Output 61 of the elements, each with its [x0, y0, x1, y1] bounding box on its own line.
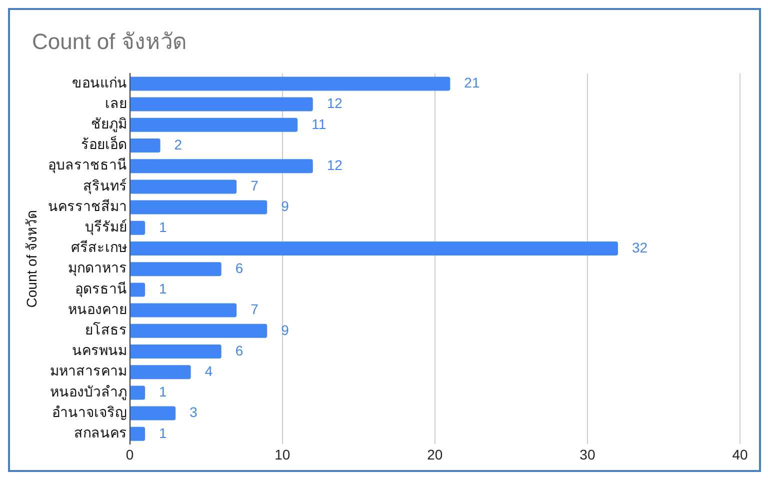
data-label: 1 — [159, 280, 168, 297]
bar — [130, 303, 237, 318]
bar — [130, 406, 176, 420]
x-tick-label: 10 — [274, 446, 290, 462]
bar — [130, 76, 450, 91]
data-label: 11 — [312, 116, 326, 132]
x-tick-label: 20 — [427, 446, 443, 462]
x-tick-label: 40 — [732, 446, 748, 462]
bar — [130, 386, 146, 400]
data-label: 1 — [159, 218, 168, 235]
bar — [130, 241, 618, 256]
y-tick-label: ยโสธร — [84, 322, 127, 339]
x-tick-label: 0 — [126, 446, 134, 462]
y-tick-label: นครพนม — [72, 343, 127, 360]
x-tick-label: 30 — [580, 446, 596, 462]
y-tick-label: อุบลราชธานี — [48, 158, 127, 174]
y-tick-label: สุรินทร์ — [82, 177, 127, 194]
y-tick-label: อำนาจเจริญ — [52, 404, 127, 421]
data-label: 9 — [281, 198, 290, 214]
y-tick-label: เลย — [104, 96, 127, 112]
bar — [130, 282, 146, 297]
bar — [130, 159, 313, 174]
y-tick-label: มหาสารคาม — [50, 364, 127, 380]
data-label: 7 — [250, 301, 259, 318]
y-tick-label: หนองคาย — [68, 302, 127, 318]
bar — [130, 344, 222, 359]
y-tick-label: หนองบัวลำภู — [50, 384, 127, 400]
y-tick-label: ร้อยเอ็ด — [80, 135, 127, 154]
y-tick-label: ชัยภูมิ — [90, 116, 127, 133]
y-tick-label: นครราชสีมา — [48, 198, 127, 215]
data-label: 3 — [190, 404, 198, 420]
bar — [130, 324, 268, 338]
y-tick-label: ขอนแก่น — [72, 75, 127, 92]
y-tick-label: บุรีรัมย์ — [84, 218, 127, 236]
y-tick-label: อุดรธานี — [74, 281, 127, 298]
data-label: 32 — [632, 239, 648, 256]
bar — [130, 426, 146, 441]
y-axis-title: Count of จังหวัด — [23, 210, 40, 308]
y-tick-label: มุกดาหาร — [68, 260, 127, 277]
bar — [130, 118, 298, 132]
bar — [130, 262, 222, 276]
data-label: 1 — [159, 424, 168, 441]
bar — [130, 138, 160, 153]
bar — [130, 200, 268, 214]
data-label: 2 — [174, 136, 182, 152]
data-label: 12 — [326, 156, 343, 173]
y-tick-label: สกลนคร — [74, 426, 127, 442]
chart-title: Count of จังหวัด — [32, 28, 186, 56]
bar — [130, 180, 237, 194]
data-label: 1 — [159, 384, 168, 400]
data-label: 4 — [204, 362, 213, 379]
y-tick-label: ศรีสะเกษ — [70, 240, 127, 256]
data-label: 7 — [250, 178, 259, 194]
bar — [130, 220, 146, 235]
bar — [130, 97, 313, 112]
data-label: 12 — [326, 95, 343, 112]
data-label: 6 — [235, 260, 244, 276]
bar — [130, 365, 191, 380]
data-label: 9 — [281, 322, 290, 338]
data-label: 21 — [464, 74, 480, 91]
data-label: 6 — [235, 342, 244, 358]
